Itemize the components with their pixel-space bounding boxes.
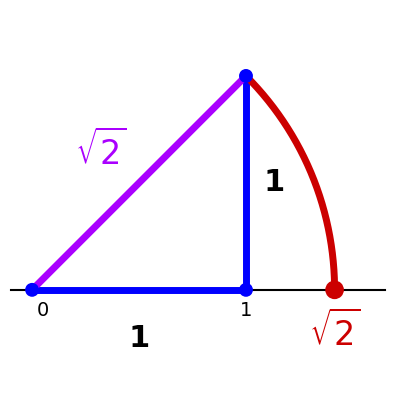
Point xyxy=(331,287,338,293)
Point xyxy=(243,287,249,293)
Text: $\mathbf{1}$: $\mathbf{1}$ xyxy=(128,324,150,353)
Text: 1: 1 xyxy=(240,300,252,320)
Text: 0: 0 xyxy=(36,300,49,320)
Text: $\sqrt{2}$: $\sqrt{2}$ xyxy=(75,130,126,172)
Point xyxy=(29,287,35,293)
Point xyxy=(243,73,249,79)
Text: $\mathbf{1}$: $\mathbf{1}$ xyxy=(263,168,284,197)
Text: $\sqrt{2}$: $\sqrt{2}$ xyxy=(309,311,360,353)
